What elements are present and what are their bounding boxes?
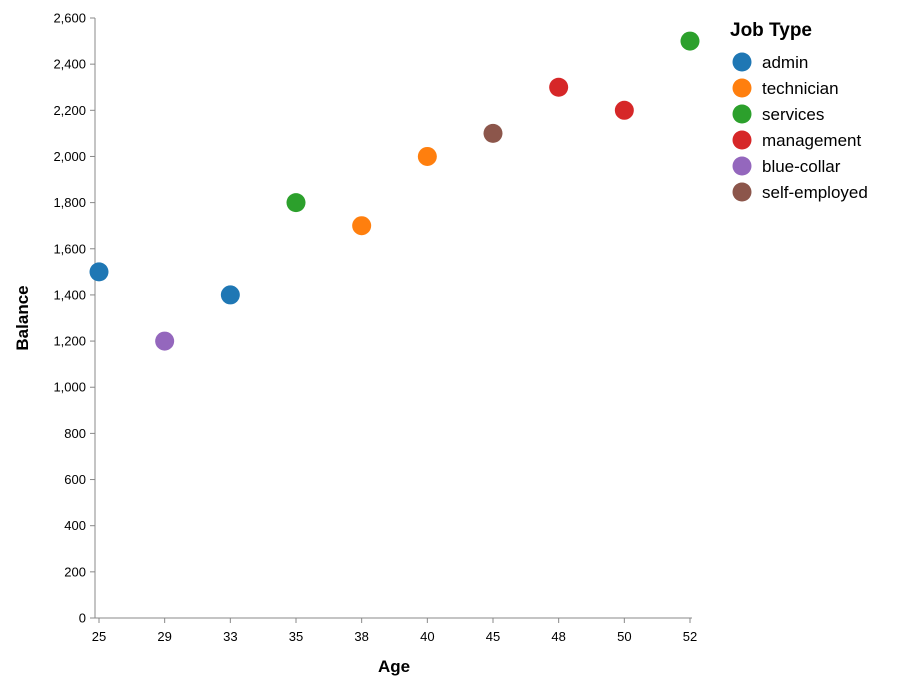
legend-swatch-admin [732,52,752,72]
legend: Job Type admin technician services manageme… [730,20,868,202]
data-point-technician [417,146,437,166]
x-tick-label: 50 [617,629,631,644]
legend-swatch-technician [732,78,752,98]
y-tick-label: 1,000 [53,380,86,395]
legend-title: Job Type [730,20,812,41]
data-point-services [286,193,306,213]
data-point-admin [220,285,240,305]
data-point-technician [352,216,372,236]
y-tick-label: 1,400 [53,287,86,302]
x-tick-label: 38 [354,629,368,644]
data-point-admin [89,262,109,282]
data-point-management [614,100,634,120]
y-tick-label: 600 [64,472,86,487]
data-point-blue-collar [155,331,175,351]
y-tick-label: 2,000 [53,149,86,164]
y-tick-label: 1,600 [53,241,86,256]
y-axis-title: Balance [13,285,32,350]
legend-label-blue-collar: blue-collar [762,157,841,176]
legend-swatch-blue-collar [732,156,752,176]
y-tick-label: 2,400 [53,57,86,72]
x-axis-title: Age [378,657,410,676]
y-tick-label: 800 [64,426,86,441]
y-tick-label: 1,800 [53,195,86,210]
legend-swatch-self-employed [732,182,752,202]
x-tick-label: 48 [551,629,565,644]
data-point-services [680,31,700,51]
x-tick-label: 33 [223,629,237,644]
data-point-self-employed [483,123,503,143]
y-axis: 0 200 400 600 800 1,000 1,200 1,400 1,600 1,800 2,… [53,11,96,626]
y-tick-label: 2,600 [53,11,86,26]
y-tick-label: 1,200 [53,334,86,349]
legend-label-admin: admin [762,53,808,72]
x-tick-label: 45 [486,629,500,644]
x-tick-label: 35 [289,629,303,644]
y-tick-label: 2,200 [53,103,86,118]
legend-swatch-services [732,104,752,124]
legend-label-management: management [762,131,862,150]
x-tick-label: 29 [157,629,171,644]
x-tick-label: 25 [92,629,106,644]
y-tick-label: 200 [64,564,86,579]
x-axis: 25 29 33 35 38 40 45 48 50 52 [92,617,697,644]
legend-swatch-management [732,130,752,150]
x-tick-label: 40 [420,629,434,644]
data-points [89,31,700,351]
legend-label-self-employed: self-employed [762,183,868,202]
data-point-management [549,77,569,97]
y-tick-label: 0 [79,611,86,626]
legend-label-services: services [762,105,824,124]
y-tick-label: 400 [64,518,86,533]
legend-label-technician: technician [762,79,839,98]
x-tick-label: 52 [683,629,697,644]
